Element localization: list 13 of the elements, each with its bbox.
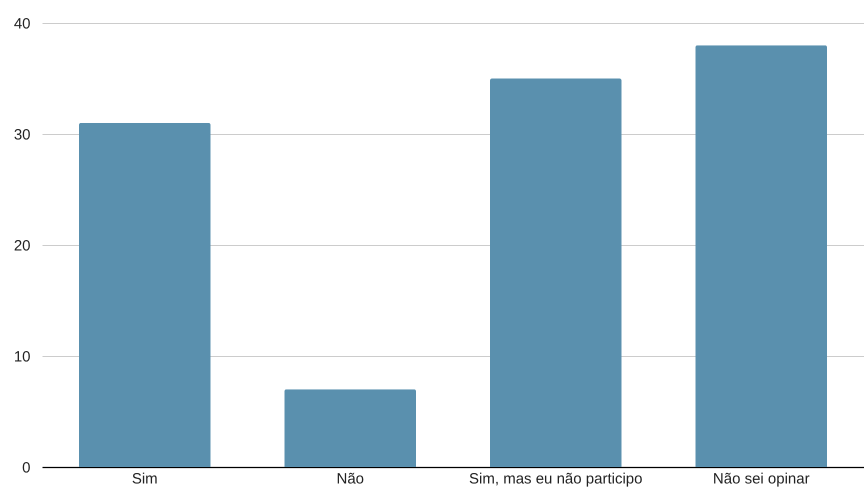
y-tick-label: 10 xyxy=(14,348,30,366)
x-tick-label: Sim xyxy=(132,470,158,488)
y-tick-label: 20 xyxy=(14,238,30,254)
bar xyxy=(490,78,622,467)
bar xyxy=(695,45,828,467)
x-tick-label: Não sei opinar xyxy=(712,470,810,488)
x-tick-label: Não xyxy=(336,470,364,488)
bar xyxy=(78,122,211,467)
x-tick-label: Sim, mas eu não participo xyxy=(469,470,642,488)
y-tick-label: 30 xyxy=(14,126,30,144)
bar xyxy=(284,389,416,467)
y-tick-label: 0 xyxy=(22,460,30,476)
y-tick-label: 40 xyxy=(14,16,30,32)
